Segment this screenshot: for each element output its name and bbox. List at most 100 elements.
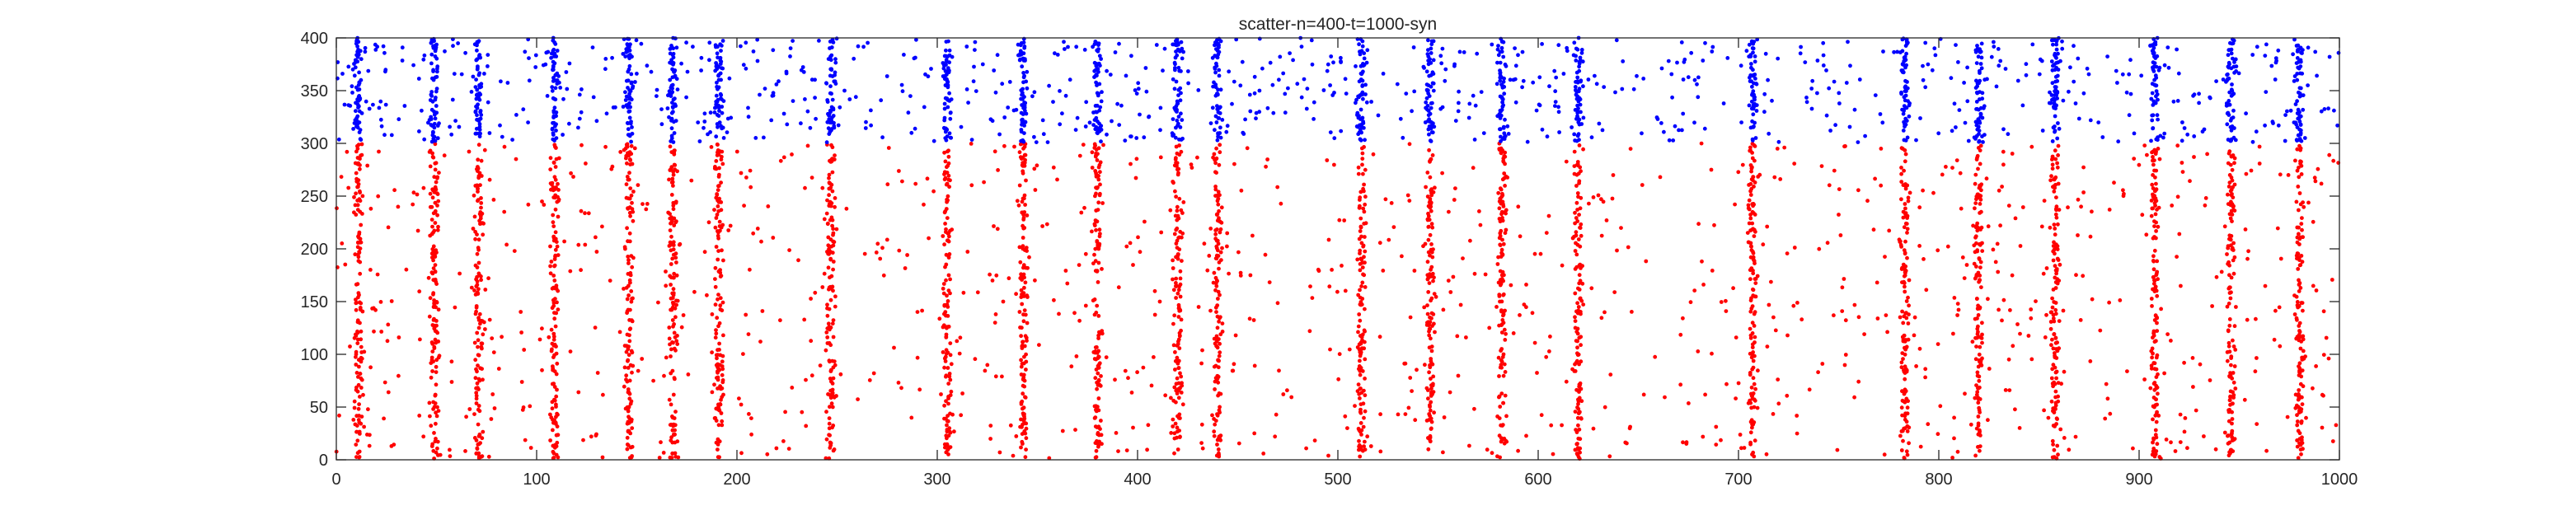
spike-point <box>553 177 558 182</box>
spike-point <box>942 172 946 176</box>
spike-point <box>550 306 555 311</box>
spike-point <box>1094 147 1099 152</box>
spike-point <box>1751 365 1756 370</box>
spike-point <box>667 244 672 248</box>
spike-point <box>899 386 903 391</box>
spike-point <box>1094 191 1098 196</box>
spike-point <box>1736 381 1741 386</box>
spike-point <box>2054 215 2059 220</box>
spike-point <box>2151 173 2156 177</box>
spike-point <box>1500 85 1505 90</box>
spike-point <box>1011 453 1016 458</box>
spike-point <box>629 299 634 304</box>
spike-point <box>636 183 640 188</box>
spike-point <box>1901 438 1905 443</box>
spike-point <box>556 197 561 202</box>
spike-point <box>1215 238 1220 243</box>
spike-point <box>1189 166 1194 170</box>
spike-point <box>554 344 558 349</box>
spike-point <box>716 233 720 238</box>
spike-point <box>1903 202 1907 206</box>
spike-point <box>555 300 559 305</box>
spike-point <box>1501 400 1505 405</box>
spike-point <box>1498 405 1503 409</box>
spike-point <box>833 196 838 200</box>
spike-point <box>2294 199 2299 204</box>
spike-point <box>2169 440 2173 445</box>
spike-point <box>2285 414 2290 419</box>
spike-point <box>551 131 556 136</box>
spike-point <box>1977 408 1982 413</box>
spike-point <box>448 454 453 458</box>
spike-point <box>522 348 527 352</box>
spike-point <box>354 85 359 90</box>
spike-point <box>880 246 884 250</box>
spike-point <box>396 373 401 378</box>
spike-point <box>594 250 599 254</box>
spike-point <box>2226 151 2231 156</box>
spike-point <box>584 162 588 166</box>
spike-point <box>2151 287 2155 292</box>
spike-point <box>1749 355 1754 360</box>
spike-point <box>1213 128 1217 133</box>
spike-point <box>1974 265 1978 269</box>
spike-point <box>1936 432 1940 437</box>
spike-point <box>2301 384 2306 389</box>
spike-point <box>1363 235 1367 239</box>
spike-point <box>356 161 361 166</box>
spike-point <box>629 72 634 77</box>
spike-point <box>463 449 467 453</box>
spike-point <box>948 341 953 345</box>
spike-point <box>2151 447 2156 451</box>
spike-point <box>2226 340 2231 345</box>
spike-point <box>1724 309 1729 313</box>
spike-point <box>1265 157 1269 162</box>
spike-point <box>476 237 481 242</box>
spike-point <box>1077 153 1082 158</box>
spike-point <box>2150 150 2154 155</box>
spike-point <box>1499 349 1503 353</box>
spike-point <box>1116 285 1121 290</box>
spike-point <box>1044 222 1049 227</box>
spike-point <box>1575 133 1580 138</box>
spike-point <box>2055 161 2060 166</box>
spike-point <box>1807 387 1812 392</box>
spike-point <box>626 86 630 90</box>
spike-point <box>2054 376 2059 381</box>
spike-point <box>421 434 426 439</box>
spike-point <box>1703 392 1708 397</box>
spike-point <box>1360 44 1365 49</box>
spike-point <box>1358 224 1363 229</box>
spike-point <box>1152 288 1157 293</box>
spike-point <box>1363 285 1368 289</box>
spike-point <box>1753 310 1757 315</box>
spike-point <box>781 439 786 443</box>
spike-point <box>922 202 926 207</box>
spike-point <box>1218 405 1222 410</box>
spike-point <box>1696 222 1701 227</box>
spike-point <box>2151 331 2156 335</box>
spike-point <box>1499 308 1504 312</box>
spike-point <box>357 455 361 460</box>
spike-point <box>1817 246 1822 251</box>
spike-point <box>2297 225 2302 230</box>
spike-point <box>1987 367 1992 371</box>
spike-point <box>1021 164 1025 168</box>
spike-point <box>2297 330 2302 335</box>
spike-point <box>478 92 483 97</box>
spike-point <box>712 382 716 387</box>
spike-point <box>997 450 1002 455</box>
spike-point <box>569 171 573 176</box>
spike-point <box>1575 415 1580 420</box>
spike-point <box>1363 393 1368 398</box>
spike-point <box>1856 379 1861 384</box>
spike-point <box>2144 232 2149 237</box>
spike-point <box>610 164 615 169</box>
spike-point <box>713 302 718 307</box>
spike-point <box>1124 448 1129 452</box>
spike-point <box>442 153 447 158</box>
spike-point <box>472 214 477 219</box>
spike-point <box>434 421 438 426</box>
spike-point <box>1900 280 1904 284</box>
spike-point <box>1572 40 1577 45</box>
